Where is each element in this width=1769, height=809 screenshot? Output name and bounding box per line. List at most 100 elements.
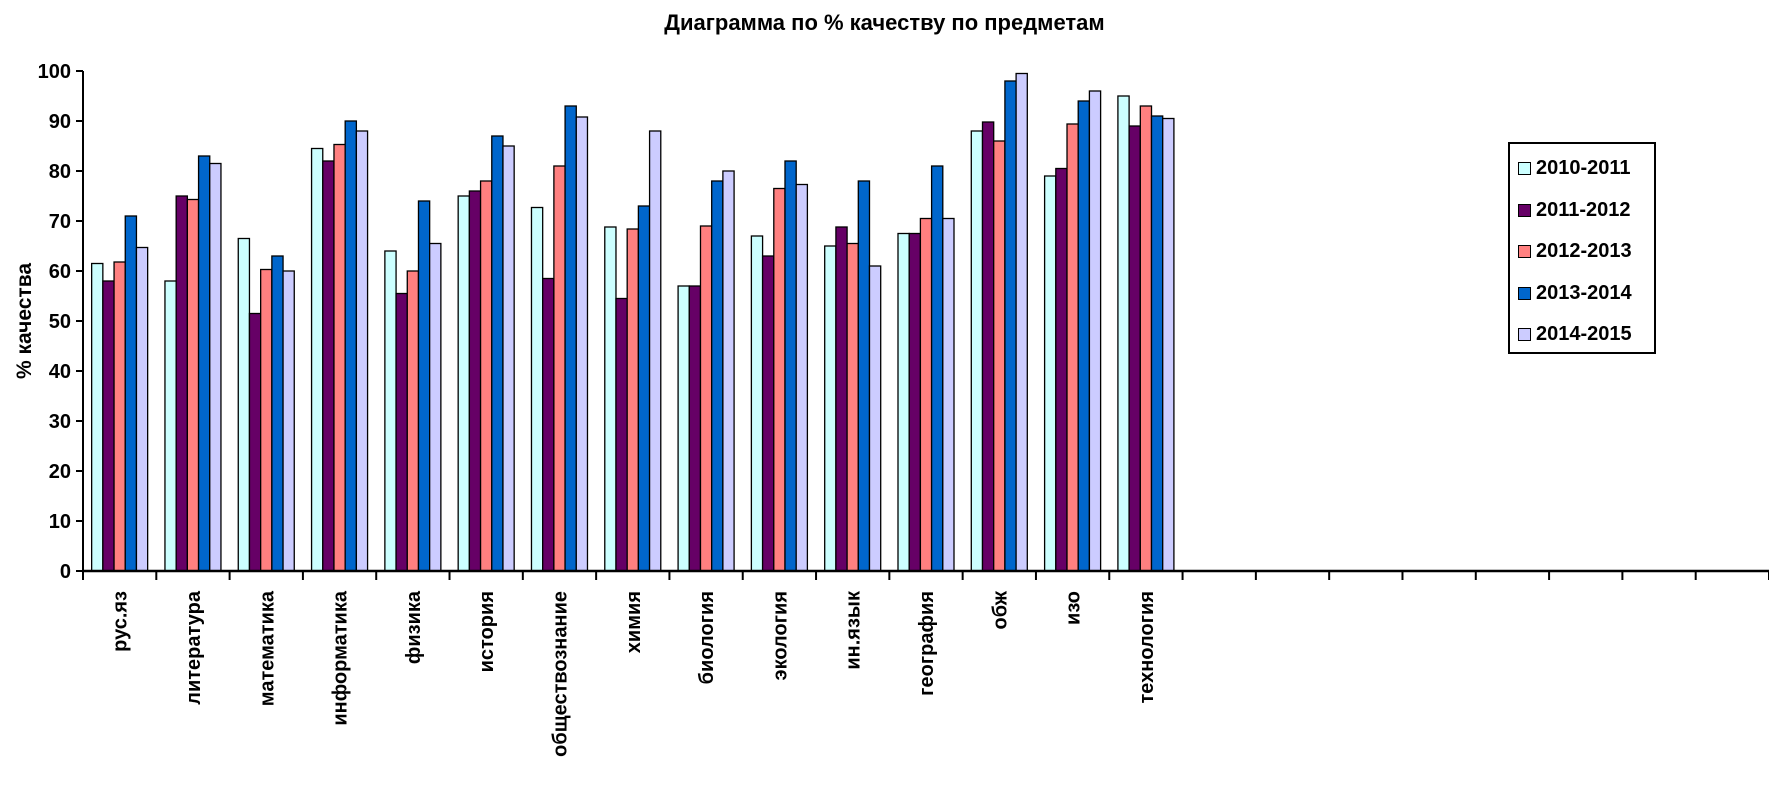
bar-математика-2014-2015 xyxy=(282,270,295,572)
x-tick-label: ин.язык xyxy=(843,590,865,670)
legend-label: 2010-2011 xyxy=(1536,157,1631,180)
bar-литература-2012-2013 xyxy=(186,198,200,572)
bar-обществознание-2012-2013 xyxy=(553,165,566,572)
bar-ин.язык-2013-2014 xyxy=(857,180,871,572)
x-tick-label: физика xyxy=(403,590,425,664)
bar-рус.яз-2014-2015 xyxy=(135,246,149,572)
bar-информатика-2011-2012 xyxy=(322,160,335,572)
bar-физика-2012-2013 xyxy=(406,270,420,572)
bar-рус.яз-2012-2013 xyxy=(113,261,126,572)
legend-label: 2012-2013 xyxy=(1536,240,1632,263)
y-tick-label: 60 xyxy=(49,261,71,283)
bar-биология-2014-2015 xyxy=(722,170,735,572)
bar-информатика-2013-2014 xyxy=(344,120,358,572)
y-tick-label: 90 xyxy=(49,111,71,133)
x-tick-label: технология xyxy=(1136,591,1158,704)
bar-рус.яз-2013-2014 xyxy=(124,215,138,572)
bar-обществознание-2013-2014 xyxy=(564,105,577,572)
bar-изо-2010-2011 xyxy=(1043,175,1057,572)
legend-swatch xyxy=(1518,203,1531,217)
chart-title: Диаграмма по % качеству по предметам xyxy=(664,10,1105,35)
bar-география-2010-2011 xyxy=(897,232,910,572)
bar-ин.язык-2012-2013 xyxy=(846,242,859,572)
bar-география-2011-2012 xyxy=(908,232,922,572)
bar-физика-2013-2014 xyxy=(417,200,431,572)
bar-технология-2010-2011 xyxy=(1117,95,1130,572)
bar-технология-2011-2012 xyxy=(1128,125,1141,572)
bar-изо-2012-2013 xyxy=(1066,123,1079,572)
x-tick-label: обж xyxy=(989,590,1011,629)
bar-география-2012-2013 xyxy=(919,217,933,572)
bar-математика-2012-2013 xyxy=(260,268,273,572)
y-tick-label: 30 xyxy=(49,411,71,433)
bar-литература-2010-2011 xyxy=(164,280,177,572)
bar-информатика-2010-2011 xyxy=(310,147,324,572)
y-tick-label: 100 xyxy=(38,61,71,83)
bar-экология-2014-2015 xyxy=(795,183,809,572)
bar-литература-2013-2014 xyxy=(197,155,211,572)
bar-экология-2011-2012 xyxy=(761,255,775,572)
bar-химия-2013-2014 xyxy=(637,205,651,572)
legend-swatch xyxy=(1518,286,1531,300)
y-axis-title: % качества xyxy=(13,263,36,379)
bar-экология-2013-2014 xyxy=(784,160,797,572)
bar-география-2014-2015 xyxy=(942,217,955,572)
y-tick-label: 10 xyxy=(49,511,71,533)
bars-layer xyxy=(91,72,1175,572)
legend-label: 2013-2014 xyxy=(1536,281,1632,304)
bar-технология-2014-2015 xyxy=(1162,117,1175,572)
legend-label: 2014-2015 xyxy=(1536,323,1632,346)
bar-рус.яз-2010-2011 xyxy=(91,262,104,572)
bar-литература-2014-2015 xyxy=(209,162,222,572)
bar-биология-2013-2014 xyxy=(711,180,724,572)
x-tick-label: информатика xyxy=(330,590,352,726)
y-tick-label: 0 xyxy=(60,561,71,583)
bar-изо-2014-2015 xyxy=(1088,90,1102,572)
legend-swatch xyxy=(1518,245,1531,259)
bar-биология-2012-2013 xyxy=(699,225,713,572)
bar-обществознание-2010-2011 xyxy=(530,206,544,572)
x-tick-label: математика xyxy=(256,590,278,706)
bar-биология-2010-2011 xyxy=(677,285,690,572)
y-tick-label: 40 xyxy=(49,361,71,383)
x-tick-label: экология xyxy=(769,591,791,680)
bar-химия-2012-2013 xyxy=(626,228,640,572)
bar-история-2010-2011 xyxy=(457,195,471,572)
bar-физика-2014-2015 xyxy=(429,242,442,572)
bar-обществознание-2011-2012 xyxy=(542,277,555,572)
bar-обж-2014-2015 xyxy=(1015,72,1028,572)
y-tick-label: 20 xyxy=(49,461,71,483)
bar-обж-2013-2014 xyxy=(1004,80,1017,572)
bar-математика-2011-2012 xyxy=(248,312,262,572)
x-tick-label: обществознание xyxy=(549,591,571,757)
bar-химия-2010-2011 xyxy=(604,226,617,572)
bar-ин.язык-2014-2015 xyxy=(868,265,882,572)
bar-информатика-2012-2013 xyxy=(333,143,346,572)
x-tick-label: литература xyxy=(183,590,205,705)
legend-item: 2011-2012 xyxy=(1518,190,1654,232)
bar-ин.язык-2011-2012 xyxy=(835,226,848,572)
bar-изо-2011-2012 xyxy=(1055,167,1068,572)
bar-география-2013-2014 xyxy=(930,165,944,572)
x-tick-label: химия xyxy=(623,591,645,653)
bar-физика-2011-2012 xyxy=(395,292,408,572)
x-tick-label: рус.яз xyxy=(110,591,132,652)
axes-layer xyxy=(76,70,1769,580)
bar-обж-2011-2012 xyxy=(981,121,995,572)
x-tick-label: география xyxy=(916,591,938,696)
bar-химия-2014-2015 xyxy=(648,130,662,572)
bar-история-2011-2012 xyxy=(468,190,482,572)
bar-биология-2011-2012 xyxy=(688,285,702,572)
bar-история-2012-2013 xyxy=(479,180,493,572)
legend: 2010-2011 2011-2012 2012-2013 2013-2014 2014… xyxy=(1508,142,1656,354)
x-tick-label: изо xyxy=(1063,591,1085,625)
bar-ин.язык-2010-2011 xyxy=(824,245,837,572)
legend-item: 2014-2015 xyxy=(1518,314,1654,356)
bar-литература-2011-2012 xyxy=(175,195,189,572)
bar-история-2013-2014 xyxy=(491,135,504,572)
bar-история-2014-2015 xyxy=(502,145,515,572)
x-tick-label: биология xyxy=(696,591,718,684)
bar-информатика-2014-2015 xyxy=(355,130,369,572)
bar-экология-2010-2011 xyxy=(750,235,764,572)
